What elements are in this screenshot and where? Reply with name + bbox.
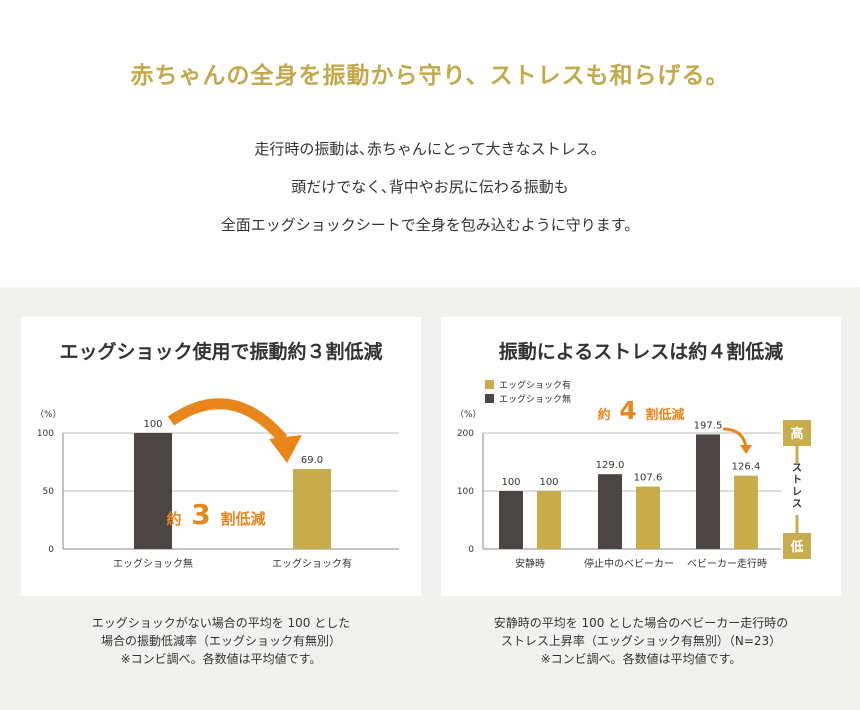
bar — [598, 474, 622, 549]
reduction-arrowhead — [740, 445, 752, 454]
reduction-arrow — [722, 427, 748, 448]
bar-value-label: 129.0 — [596, 460, 625, 471]
note-line: 安静時の平均を 100 とした場合のベビーカー走行時の — [493, 616, 789, 630]
bar — [499, 491, 523, 549]
scale-low-box — [783, 533, 811, 559]
x-tick-label: 停止中のベビーカー — [584, 557, 674, 570]
bar — [537, 491, 561, 549]
note-line: ※コンビ調べ。各数値は平均値です。 — [540, 652, 742, 666]
scale-high-box — [783, 420, 811, 446]
scale-high-label: 高 — [790, 426, 803, 442]
x-tick-label: ベビーカー走行時 — [687, 557, 767, 570]
bar-value-label: 107.6 — [634, 473, 663, 484]
x-tick-label: エッグショック有 — [272, 557, 352, 570]
vibration-chart: （%） 0 50 100 100 エッグショック無 69.0 エッグショック有 約 3 割低減 — [35, 398, 399, 570]
reduction-annotation: 約 4 割低減 — [598, 396, 685, 425]
y-tick-label: 0 — [468, 545, 474, 555]
note-line: ストレス上昇率（エッグショック有無別）（N=23） — [500, 634, 782, 648]
reduction-arrowhead — [269, 435, 302, 463]
bar — [696, 434, 720, 549]
legend-label: エッグショック無 — [499, 393, 571, 405]
note-line: 場合の振動低減率（エッグショック有無別） — [100, 634, 341, 648]
intro-line: 走行時の振動は､赤ちゃんにとって大きなストレス。 — [254, 140, 606, 158]
stress-chart-card: 振動によるストレスは約４割低減 エッグショック有 エッグショック無 （%） 0 100 2… — [441, 317, 841, 596]
headline: 赤ちゃんの全身を振動から守り、ストレスも和らげる。 — [130, 63, 730, 89]
note-line: エッグショックがない場合の平均を 100 とした — [91, 616, 351, 630]
stress-chart-note: 安静時の平均を 100 とした場合のベビーカー走行時の ストレス上昇率（エッグシ… — [431, 614, 851, 668]
legend-label: エッグショック有 — [499, 379, 571, 391]
x-tick-label: 安静時 — [515, 557, 545, 570]
bar-value-label: 100 — [143, 419, 162, 430]
vibration-chart-card: エッグショック使用で振動約３割低減 （%） 0 50 100 100 エッグショック無 69… — [21, 317, 421, 596]
bar-value-label: 100 — [501, 477, 520, 488]
bar-value-label: 197.5 — [694, 420, 723, 431]
x-tick-label: エッグショック無 — [113, 557, 193, 570]
note-line: ※コンビ調べ。各数値は平均値です。 — [120, 652, 322, 666]
bar — [293, 468, 331, 549]
y-axis-unit: （%） — [35, 409, 62, 420]
bar-value-label: 100 — [539, 477, 558, 488]
bar — [134, 433, 172, 549]
y-tick-label: 50 — [43, 487, 55, 497]
legend-swatch — [485, 394, 494, 403]
bar-value-label: 69.0 — [301, 455, 323, 466]
vibration-chart-note: エッグショックがない場合の平均を 100 とした 場合の振動低減率（エッグショッ… — [11, 614, 431, 668]
intro-text: 走行時の振動は､赤ちゃんにとって大きなストレス。 頭だけでなく､背中やお尻に伝わ… — [0, 136, 860, 250]
bar — [734, 475, 758, 549]
bar — [636, 486, 660, 549]
legend-swatch — [485, 380, 494, 389]
y-tick-label: 100 — [37, 429, 54, 439]
y-tick-label: 200 — [457, 429, 474, 439]
scale-low-label: 低 — [789, 539, 803, 555]
y-tick-label: 0 — [48, 545, 54, 555]
vibration-chart-title: エッグショック使用で振動約３割低減 — [59, 341, 383, 363]
scale-label: ストレス — [792, 462, 802, 510]
intro-line: 頭だけでなく､背中やお尻に伝わる振動も — [291, 178, 569, 196]
reduction-arrow — [167, 398, 288, 443]
y-axis-unit: （%） — [455, 409, 482, 420]
reduction-annotation: 約 3 割低減 — [166, 498, 265, 531]
stress-chart-title: 振動によるストレスは約４割低減 — [498, 341, 784, 363]
bar-value-label: 126.4 — [732, 462, 761, 473]
intro-line: 全面エッグショックシートで全身を包み込むように守ります。 — [220, 216, 640, 234]
y-tick-label: 100 — [457, 487, 474, 497]
